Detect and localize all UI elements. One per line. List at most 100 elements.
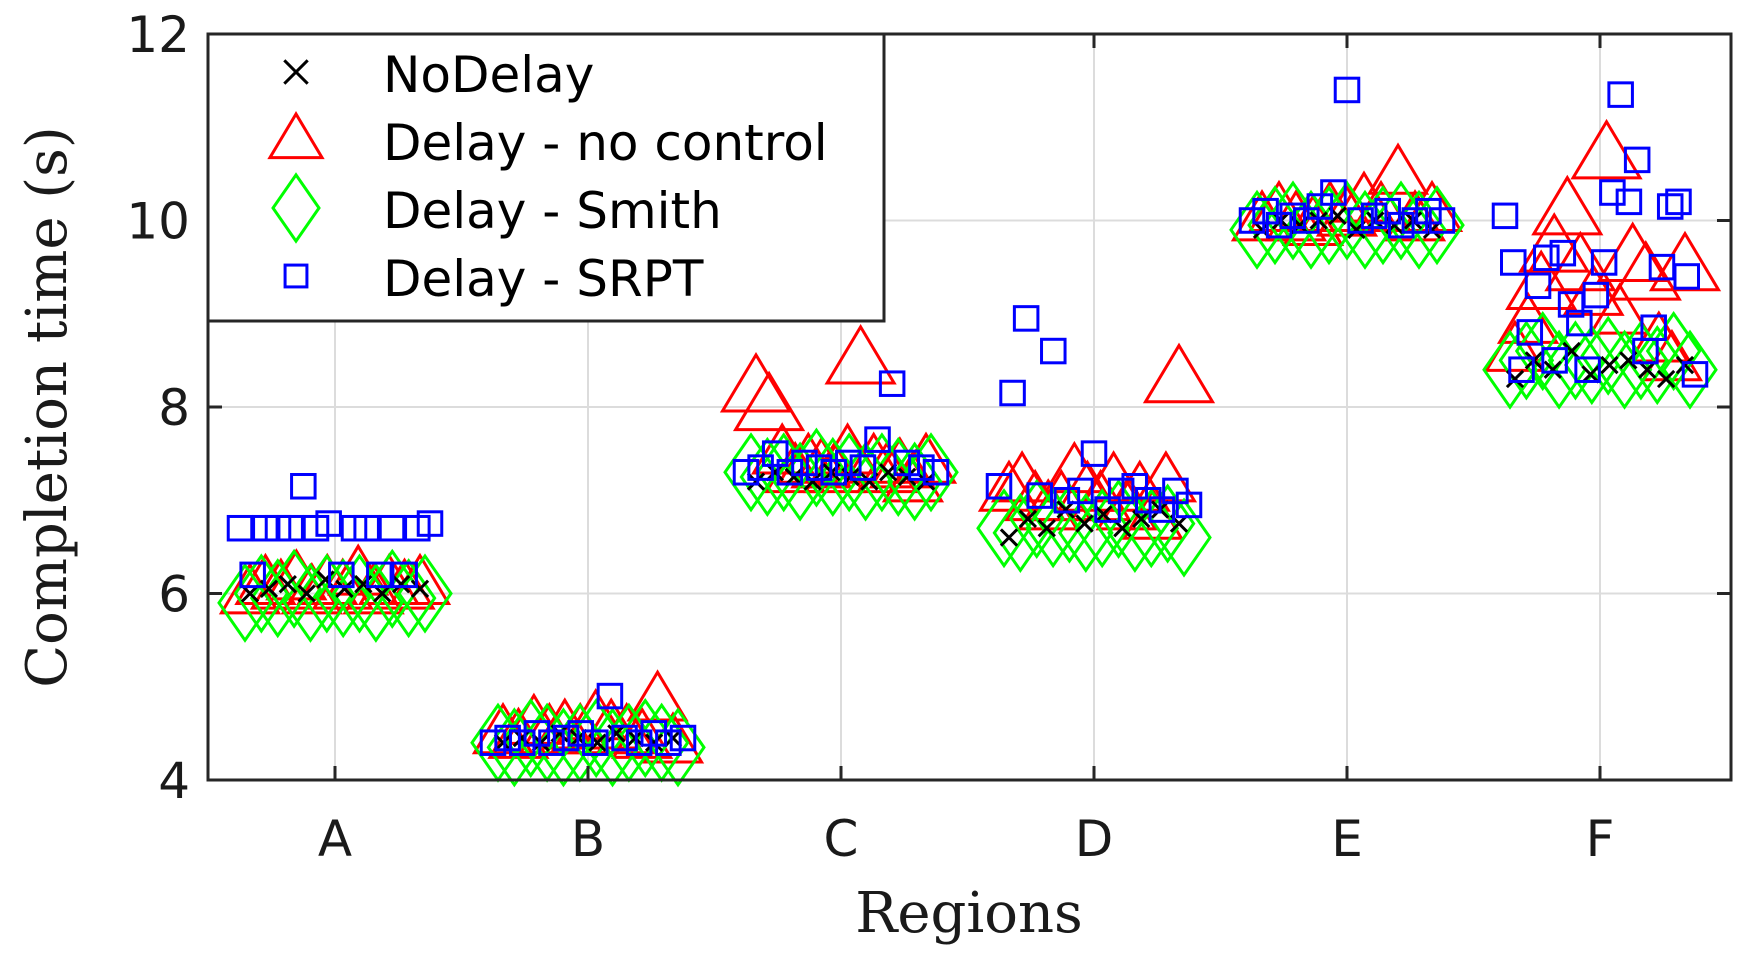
x-tick-label: D	[1075, 810, 1114, 868]
data-point	[1607, 81, 1634, 108]
data-point	[278, 575, 297, 594]
data-point	[776, 459, 804, 486]
data-point	[1252, 197, 1279, 225]
x-tick-label: C	[824, 810, 859, 868]
data-point	[366, 561, 393, 589]
y-tick-label: 6	[158, 566, 190, 624]
data-point	[1648, 230, 1722, 292]
data-point	[784, 467, 803, 487]
data-point	[837, 441, 894, 522]
data-point	[1037, 519, 1056, 538]
x-tick-label: F	[1586, 810, 1615, 868]
data-point	[849, 454, 877, 481]
data-point	[1320, 179, 1347, 206]
data-point	[999, 528, 1019, 547]
data-point	[1374, 197, 1401, 225]
data-point	[335, 579, 354, 598]
data-point	[315, 510, 342, 537]
data-point	[881, 450, 945, 503]
data-point	[277, 514, 304, 542]
legend-marker	[283, 263, 309, 289]
data-point	[1094, 496, 1121, 523]
data-point	[625, 729, 653, 756]
data-point	[1360, 202, 1388, 230]
data-point	[410, 579, 430, 598]
data-point	[916, 472, 936, 491]
data-point	[878, 370, 906, 397]
data-point	[835, 449, 862, 477]
x-tick-label: E	[1331, 810, 1363, 868]
data-point	[1156, 497, 1212, 578]
data-point	[391, 575, 411, 594]
data-point	[1018, 509, 1038, 529]
data-point	[820, 459, 847, 486]
data-point	[391, 561, 418, 589]
data-point	[1265, 211, 1293, 239]
data-point	[217, 562, 273, 643]
data-point	[669, 724, 697, 752]
data-point	[1080, 440, 1108, 467]
y-tick-label: 8	[158, 379, 190, 437]
data-point	[1505, 249, 1578, 310]
data-point	[331, 553, 388, 634]
data-point	[663, 728, 683, 748]
data-point	[719, 351, 793, 413]
data-point	[655, 729, 682, 756]
data-point	[1673, 263, 1700, 290]
legend-entry: NoDelay	[283, 46, 594, 104]
data-point	[1675, 355, 1695, 375]
y-axis-title: Completion time (s)	[15, 126, 80, 687]
data-point	[1627, 310, 1691, 363]
data-point	[508, 729, 536, 756]
data-point	[1332, 170, 1396, 223]
data-point	[1279, 202, 1306, 230]
data-point	[584, 707, 641, 788]
data-point	[908, 454, 935, 481]
data-point	[1067, 477, 1094, 505]
data-point	[1615, 188, 1643, 216]
series-delay-srpt	[226, 76, 1709, 756]
data-point	[512, 728, 532, 748]
data-point	[1026, 482, 1053, 509]
data-point	[1508, 356, 1535, 383]
data-point	[1590, 249, 1618, 276]
data-point	[1496, 291, 1560, 344]
data-point	[897, 467, 917, 487]
data-point	[824, 323, 897, 385]
data-point	[1596, 329, 1653, 410]
data-point	[494, 724, 521, 752]
data-point	[1401, 207, 1429, 234]
data-point	[1107, 477, 1135, 505]
data-point	[1665, 188, 1692, 216]
data-point	[1123, 488, 1180, 569]
data-point	[992, 492, 1049, 573]
data-point	[922, 459, 950, 486]
data-point	[397, 553, 453, 634]
data-point	[297, 584, 316, 603]
data-point	[1075, 514, 1094, 533]
data-marks	[217, 76, 1722, 788]
data-point	[226, 514, 254, 542]
data-point	[1094, 505, 1113, 524]
data-point	[864, 426, 891, 453]
y-tick-label: 10	[126, 193, 190, 251]
data-point	[999, 379, 1026, 407]
data-point	[1541, 347, 1568, 374]
data-point	[596, 682, 624, 710]
data-point	[1514, 310, 1571, 392]
legend-marker	[267, 111, 325, 160]
x-axis-title: Regions	[855, 881, 1083, 946]
data-point	[567, 720, 594, 747]
data-point	[1247, 179, 1311, 232]
data-point	[976, 488, 1032, 569]
data-point	[1040, 337, 1067, 365]
data-point	[732, 370, 806, 432]
data-point	[893, 449, 921, 477]
data-point	[791, 449, 818, 477]
data-point	[746, 472, 766, 491]
data-point	[1415, 197, 1442, 225]
data-point	[607, 724, 626, 743]
data-point	[1162, 477, 1189, 505]
legend-label: NoDelay	[383, 46, 594, 104]
data-point	[1012, 305, 1040, 332]
